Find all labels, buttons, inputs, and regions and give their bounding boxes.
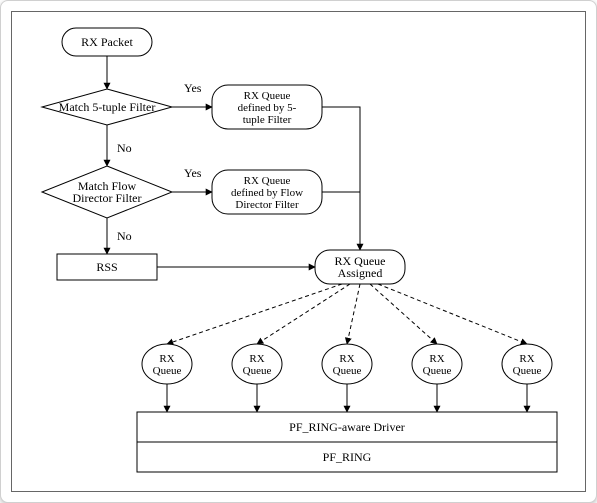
node-q1-label-0: RX [249,353,264,365]
node-driver-label-0: PF_RING-aware Driver [289,420,405,434]
node-q2-label-1: Queue [333,365,362,377]
diagram-inner-border: No Yes No Yes RX Packet Match 5-tuple Filter R… [11,11,586,492]
edge-9 [257,284,350,344]
edge-label-4: Yes [184,166,202,180]
node-p2-label-1: defined by Flow [231,187,303,199]
diagram-frame: No Yes No Yes RX Packet Match 5-tuple Filter R… [0,0,597,503]
node-d1-label-0: Match 5-tuple Filter [59,100,156,114]
node-p2-label-2: Director Filter [235,199,299,211]
node-assigned-label-1: Assigned [338,266,383,280]
edge-label-2: Yes [184,81,202,95]
node-q0-label-0: RX [159,353,174,365]
node-q2-label-0: RX [339,353,354,365]
node-rss-label-0: RSS [96,260,117,274]
node-q4-label-0: RX [519,353,534,365]
flowchart-svg: No Yes No Yes RX Packet Match 5-tuple Filter R… [12,12,587,493]
edge-label-1: No [117,141,132,155]
node-p1-label-1: defined by 5- [238,102,297,114]
node-p1-label-0: RX Queue [244,90,291,102]
node-q3-label-1: Queue [423,365,452,377]
edge-12 [378,284,527,344]
edge-11 [370,284,437,344]
edge-10 [347,284,360,344]
node-pfring-label-0: PF_RING [323,450,372,464]
node-q1-label-1: Queue [243,365,272,377]
edge-label-3: No [117,229,132,243]
node-p2-label-0: RX Queue [244,175,291,187]
node-p1-label-2: tuple Filter [243,114,292,126]
node-q0-label-1: Queue [153,365,182,377]
node-q4-label-1: Queue [513,365,542,377]
edge-8 [167,284,342,344]
edge-5 [322,107,360,250]
node-q3-label-0: RX [429,353,444,365]
node-start-label-0: RX Packet [81,35,133,49]
node-d2-label-1: Director Filter [73,191,142,205]
